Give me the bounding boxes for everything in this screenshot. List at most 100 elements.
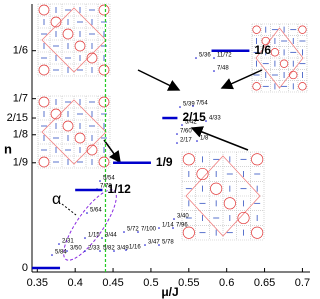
step-dot <box>213 57 215 59</box>
x-tick-label: 0.5 <box>143 277 158 289</box>
fraction-label: 5/78 <box>162 240 174 246</box>
step-dot <box>196 140 198 142</box>
inset-site <box>196 167 209 181</box>
y-tick-label: 1/8 <box>13 129 28 141</box>
step-dot <box>137 231 139 233</box>
y-tick-label: 1/7 <box>13 93 28 105</box>
step-dot <box>195 57 197 59</box>
alpha-region <box>63 189 117 261</box>
fraction-label: 5/42 <box>185 120 197 126</box>
inset-site <box>289 70 298 80</box>
x-tick-label: 0.35 <box>27 277 48 289</box>
step-dot <box>99 180 101 182</box>
inset-site <box>237 211 250 225</box>
inset-cell <box>185 155 261 237</box>
inset-site <box>50 16 62 28</box>
fraction-label: 5/54 <box>103 176 115 182</box>
inset-site <box>182 153 195 166</box>
inset-site <box>270 48 280 57</box>
fraction-label: 4/33 <box>209 116 221 122</box>
fraction-label: 3/47 <box>148 240 160 246</box>
fraction-label: 5/82 <box>103 246 115 252</box>
step-dot <box>86 212 88 214</box>
step-dot <box>192 105 194 107</box>
inset <box>251 23 308 93</box>
plateau-label: 1/9 <box>156 155 173 169</box>
fraction-label: 7/48 <box>217 66 229 72</box>
inset-site <box>86 144 98 156</box>
plateau-label: 1/6 <box>254 43 271 57</box>
inset-site <box>62 120 74 132</box>
inset <box>181 151 265 241</box>
step-dot <box>125 249 127 251</box>
inset-site <box>38 156 50 168</box>
inset-site <box>298 25 307 34</box>
x-tick-label: 0.65 <box>254 277 275 289</box>
step-dot <box>84 250 86 252</box>
inset-site <box>298 82 307 91</box>
fraction-label: 1/14 <box>162 223 174 229</box>
fraction-label: 1/15 <box>88 233 100 239</box>
inset-site <box>98 4 110 16</box>
fraction-label: 7/96 <box>176 223 188 229</box>
step-dot <box>181 124 183 126</box>
fraction-label: 5/64 <box>90 208 102 214</box>
y-tick-label: 0 <box>22 262 28 274</box>
step-dot <box>176 142 178 144</box>
inset-site <box>38 64 50 76</box>
step-dot <box>123 231 125 233</box>
inset-site <box>62 28 74 40</box>
inset-site <box>74 40 86 52</box>
arrow <box>137 69 181 91</box>
fraction-label: 7/78 <box>100 184 112 190</box>
step-dot <box>179 106 181 108</box>
insets <box>37 3 308 241</box>
step-dot <box>172 227 174 229</box>
fraction-label: 1/16 <box>129 245 141 251</box>
inset-site <box>252 82 261 91</box>
arrow <box>220 69 263 90</box>
step-dot <box>96 188 98 190</box>
inset <box>37 3 111 77</box>
inset-site <box>210 182 223 195</box>
step-dot <box>213 70 215 72</box>
inset-cell <box>41 99 107 165</box>
inset-site <box>251 226 264 239</box>
y-tick-label: 1/6 <box>13 45 28 57</box>
x-tick-label: 0.4 <box>68 277 83 289</box>
plateau-label: 2/15 <box>182 110 206 124</box>
fraction-label: 2/33 <box>88 246 100 252</box>
inset-site <box>182 226 195 239</box>
arrow <box>190 126 249 151</box>
fraction-label: 2/31 <box>62 239 74 245</box>
step-dot <box>205 120 207 122</box>
inset-site <box>252 25 261 34</box>
step-dot <box>66 250 68 252</box>
inset-site <box>50 108 62 120</box>
y-axis-label: n <box>4 141 12 156</box>
fraction-label: 3/44 <box>105 233 117 239</box>
inset-site <box>98 64 110 76</box>
step-dot <box>158 227 160 229</box>
inset-cell <box>41 7 107 73</box>
arrow <box>103 139 121 164</box>
fraction-label: 7/60 <box>180 129 192 135</box>
fraction-label: 7/54 <box>196 101 208 107</box>
x-tick-label: 0.55 <box>178 277 199 289</box>
fraction-label: 3/50 <box>70 246 82 252</box>
inset-site <box>38 96 50 108</box>
inset-site <box>98 156 110 168</box>
step-dot <box>84 237 86 239</box>
alpha-label: α <box>52 191 61 208</box>
x-tick-label: 0.7 <box>295 277 310 289</box>
step-dot <box>144 244 146 246</box>
x-axis-label: μ/J <box>161 285 178 299</box>
step-dot <box>158 244 160 246</box>
x-tick-label: 0.6 <box>219 277 234 289</box>
step-dot <box>176 133 178 135</box>
x-tick-label: 0.45 <box>102 277 123 289</box>
fraction-label: 5/84 <box>55 250 67 256</box>
inset-site <box>261 36 270 46</box>
fraction-label: 5/39 <box>183 102 195 108</box>
step-dot <box>51 254 53 256</box>
